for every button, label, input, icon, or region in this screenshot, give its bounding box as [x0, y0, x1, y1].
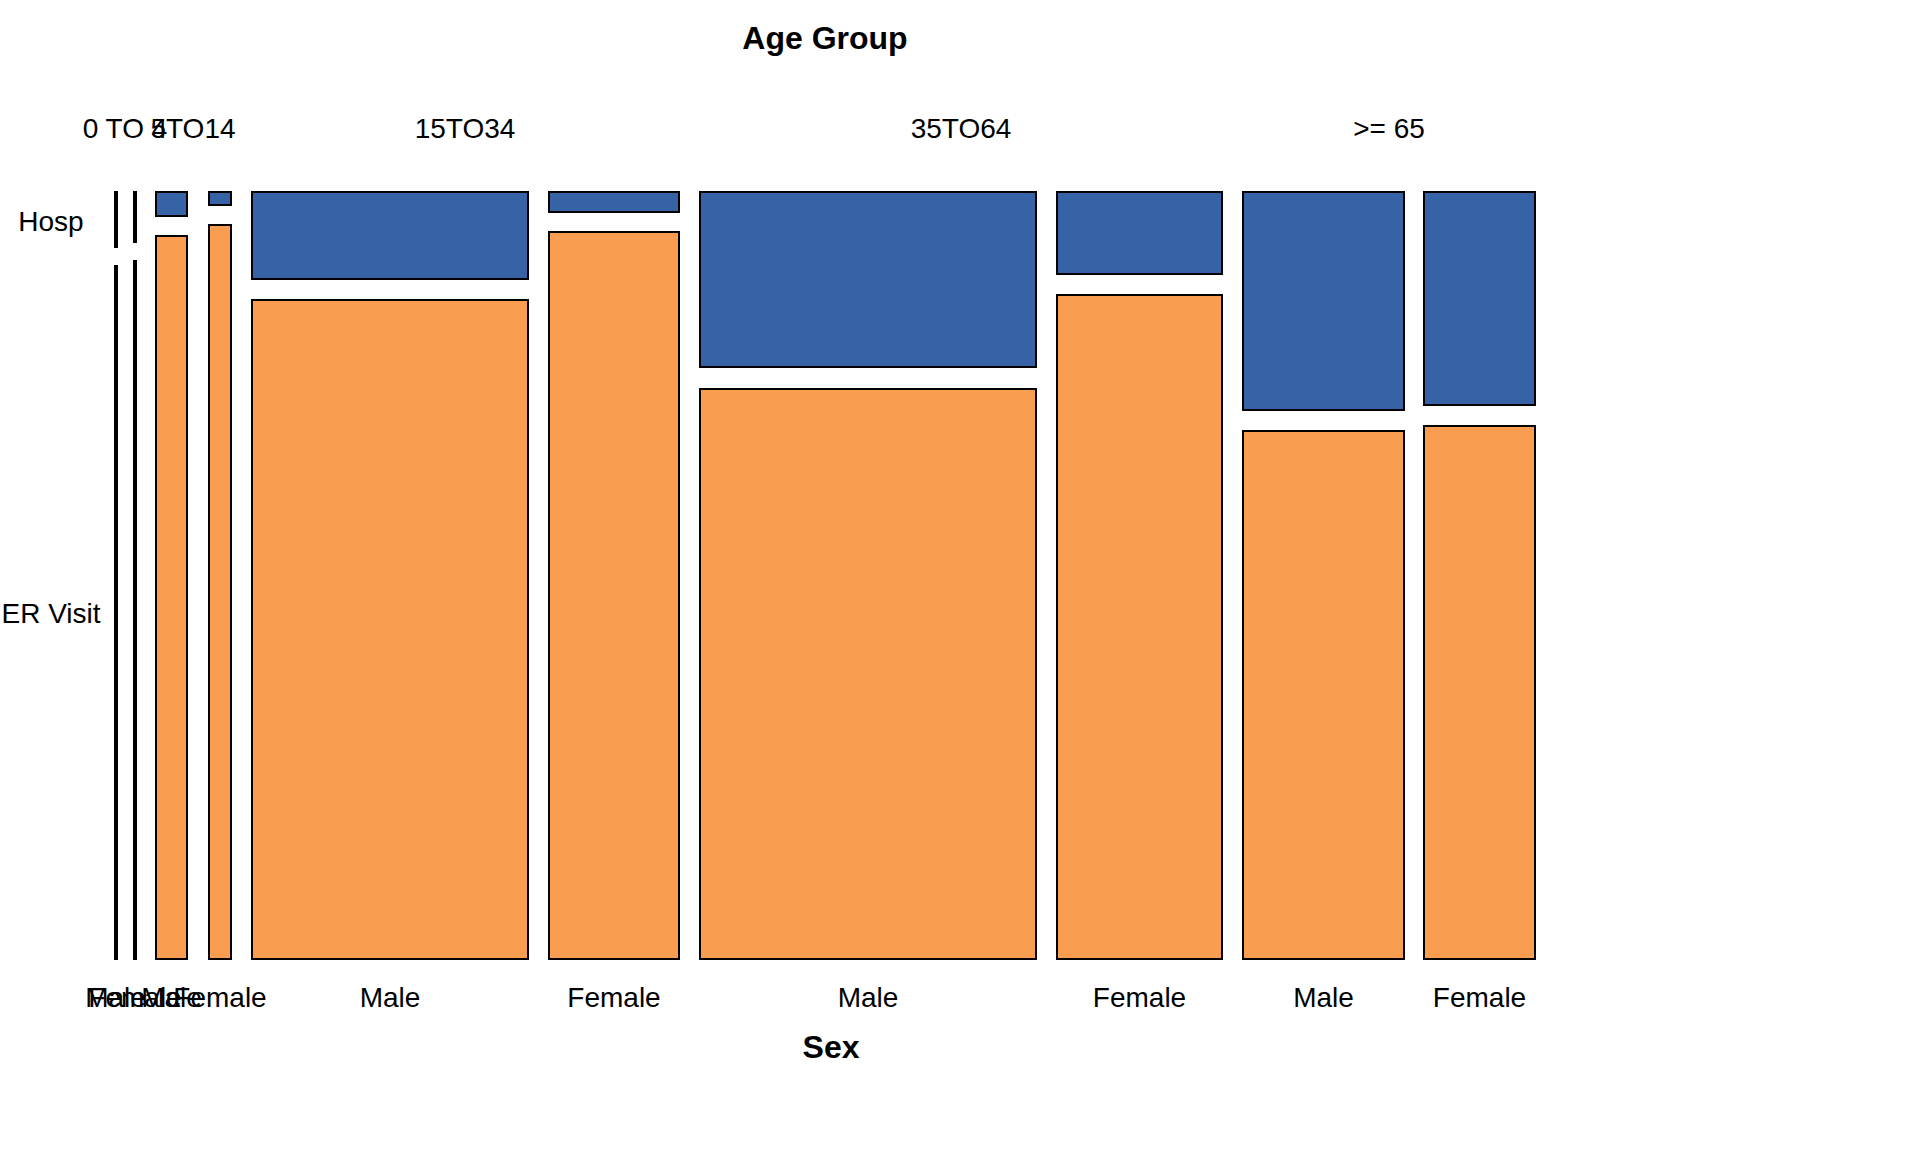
age-group-label: 5TO14 — [150, 115, 235, 143]
hosp-tile — [548, 191, 680, 213]
er-visit-tile — [1242, 430, 1405, 960]
age-group-label: >= 65 — [1353, 115, 1425, 143]
er-visit-tile — [155, 235, 188, 960]
hosp-tile — [699, 191, 1037, 368]
x-axis-title: Sex — [803, 1031, 860, 1063]
age-group-label: 15TO34 — [415, 115, 516, 143]
hosp-tile — [1056, 191, 1223, 275]
er-visit-tile — [114, 265, 118, 960]
hosp-tile — [114, 191, 118, 248]
hosp-tile — [133, 191, 137, 243]
row-label-er-visit: ER Visit — [1, 600, 100, 628]
sex-label: Female — [567, 984, 660, 1012]
hosp-tile — [251, 191, 529, 280]
hosp-tile — [1423, 191, 1536, 406]
chart-title: Age Group — [742, 22, 907, 54]
sex-label: Male — [838, 984, 899, 1012]
er-visit-tile — [133, 260, 137, 960]
sex-label: Male — [360, 984, 421, 1012]
age-group-label: 35TO64 — [911, 115, 1012, 143]
er-visit-tile — [1056, 294, 1223, 960]
sex-label: Female — [173, 984, 266, 1012]
sex-label: Male — [1293, 984, 1354, 1012]
mosaic-plot: Age Group Hosp ER Visit Sex 0 TO 45TO141… — [0, 0, 1920, 1152]
er-visit-tile — [251, 299, 529, 960]
hosp-tile — [208, 191, 232, 206]
sex-label: Female — [1433, 984, 1526, 1012]
row-label-hosp: Hosp — [18, 208, 83, 236]
sex-label: Female — [1093, 984, 1186, 1012]
er-visit-tile — [1423, 425, 1536, 960]
er-visit-tile — [548, 231, 680, 960]
hosp-tile — [155, 191, 188, 217]
er-visit-tile — [699, 388, 1037, 960]
hosp-tile — [1242, 191, 1405, 411]
er-visit-tile — [208, 224, 232, 960]
